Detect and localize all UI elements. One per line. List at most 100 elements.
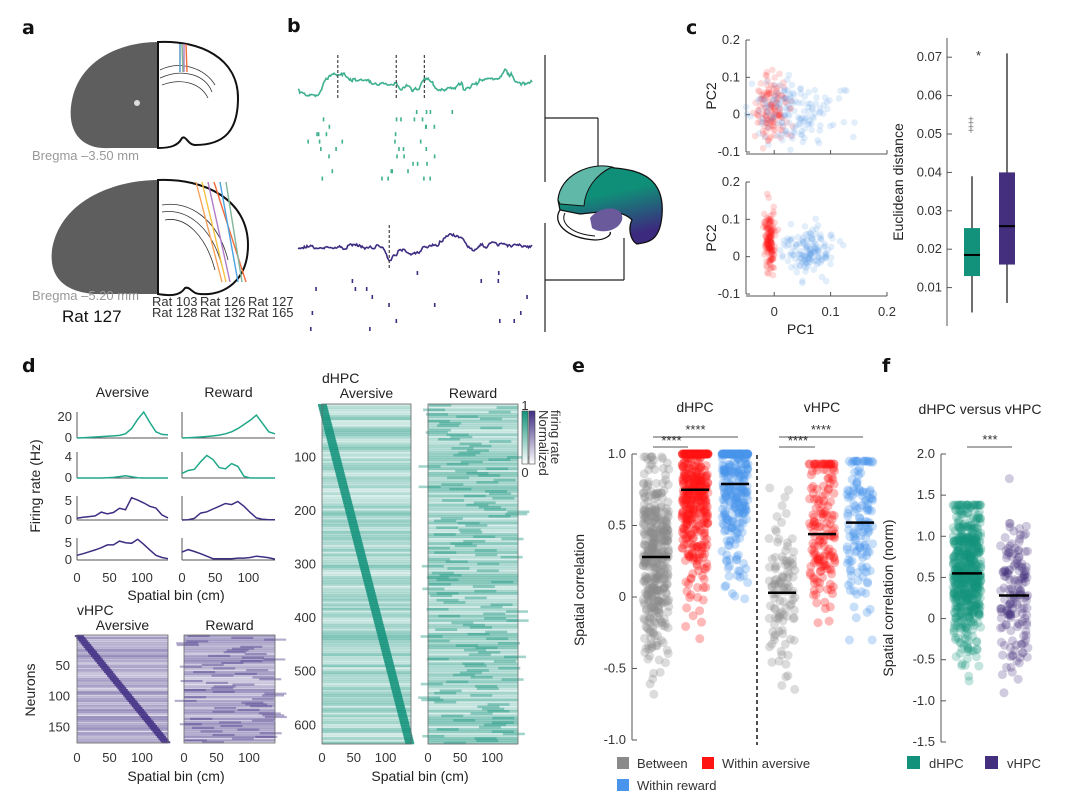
heatmap-peak xyxy=(134,708,144,711)
scatter-point xyxy=(768,250,776,258)
strip-point xyxy=(858,564,868,574)
heatmap-row xyxy=(322,542,411,545)
spike-tick xyxy=(451,110,454,114)
heatmap-row xyxy=(77,665,168,668)
strip-point xyxy=(661,523,671,533)
scatter-point xyxy=(757,80,765,87)
scatter-point xyxy=(809,235,817,243)
strip-point xyxy=(659,567,669,577)
heatmap-row xyxy=(428,469,518,473)
heatmap-peak xyxy=(500,555,523,559)
heatmap-peak xyxy=(161,741,171,744)
heatmap-peak xyxy=(320,415,330,418)
scatter-point xyxy=(813,261,821,268)
strip-point xyxy=(645,502,655,512)
heatmap-reward xyxy=(174,634,287,744)
heatmap-row xyxy=(428,639,518,643)
heatmap-peak xyxy=(504,655,527,659)
strip-point xyxy=(693,542,703,552)
strip-point xyxy=(658,584,668,594)
atlas-hippocampus-lines-bottom xyxy=(161,203,229,271)
heatmap-peak xyxy=(426,657,449,661)
scatter-point xyxy=(766,229,774,237)
heatmap-row xyxy=(428,642,518,645)
scatter-point xyxy=(772,92,779,100)
heatmap-row xyxy=(428,555,518,559)
heatmap-peak xyxy=(325,433,335,437)
heatmap-row xyxy=(322,540,411,543)
heatmap-peak xyxy=(255,735,278,738)
strip-point xyxy=(649,455,659,465)
scatter-point xyxy=(765,270,772,277)
x-tick-label: 50 xyxy=(453,750,467,765)
heatmap-row xyxy=(428,644,518,647)
heatmap-peak xyxy=(485,490,508,493)
scatter-point xyxy=(786,105,794,113)
strip-point xyxy=(644,583,654,593)
heatmap-peak xyxy=(434,700,457,704)
y-tick-label: 0 xyxy=(65,552,72,567)
strip-point xyxy=(647,542,657,552)
strip-point xyxy=(732,552,742,562)
legend-label: Within reward xyxy=(637,778,716,793)
strip-point xyxy=(653,488,663,498)
heatmap-row xyxy=(184,678,275,681)
heatmap-row xyxy=(428,558,518,561)
scatter-point xyxy=(774,92,782,99)
heatmap-peak xyxy=(176,642,199,645)
scatter-point xyxy=(801,115,809,122)
heatmap-row xyxy=(322,458,411,461)
strip-point xyxy=(731,452,741,462)
strip-point xyxy=(653,572,663,582)
tuning-curve-reward xyxy=(181,500,275,521)
heatmap-row xyxy=(322,637,411,641)
strip-point xyxy=(950,595,960,605)
strip-point xyxy=(643,479,653,489)
strip-point xyxy=(643,545,653,555)
strip-point xyxy=(1004,474,1014,484)
x-tick-label: 100 xyxy=(481,750,503,765)
strip-point xyxy=(644,528,654,538)
strip-point xyxy=(972,536,982,546)
strip-point xyxy=(648,525,658,535)
strip-point xyxy=(647,518,657,528)
scatter-point xyxy=(754,97,762,104)
scatter-point xyxy=(759,110,767,117)
strip-point xyxy=(641,557,651,567)
scatter-point xyxy=(810,248,817,256)
scatter-point xyxy=(768,228,775,236)
scatter-point xyxy=(801,256,809,264)
strip-point xyxy=(655,574,665,584)
scatter-point xyxy=(806,253,813,261)
strip-point xyxy=(807,466,817,476)
heatmap-peak xyxy=(180,680,203,683)
heatmap-peak xyxy=(431,571,454,575)
strip-point xyxy=(679,529,689,539)
strip-point xyxy=(722,556,732,566)
heatmap-row xyxy=(428,408,518,412)
heatmap-row xyxy=(77,645,168,648)
heatmap-peak xyxy=(360,569,370,573)
scatter-point xyxy=(766,235,773,243)
y-tick-label: 0.01 xyxy=(917,280,942,295)
scatter-point xyxy=(771,243,779,250)
heatmap-peak xyxy=(108,676,118,679)
strip-point xyxy=(1013,674,1023,684)
heatmap-row xyxy=(428,628,518,631)
heatmap-row xyxy=(322,496,411,500)
heatmap-peak xyxy=(208,654,231,657)
strip-point xyxy=(646,508,656,518)
x-axis-label: PC1 xyxy=(787,321,814,337)
scatter-point xyxy=(812,109,819,117)
heatmap-peak xyxy=(350,530,360,534)
heatmap-row xyxy=(428,415,518,418)
heatmap-row xyxy=(428,657,518,661)
y-tick-label: 0 xyxy=(65,512,72,527)
scatter-point xyxy=(766,135,773,142)
heatmap-peak xyxy=(323,424,333,427)
scatter-point xyxy=(815,254,823,262)
heatmap-row xyxy=(322,460,411,464)
heatmap-row xyxy=(428,540,518,543)
heatmap-row xyxy=(184,710,275,713)
